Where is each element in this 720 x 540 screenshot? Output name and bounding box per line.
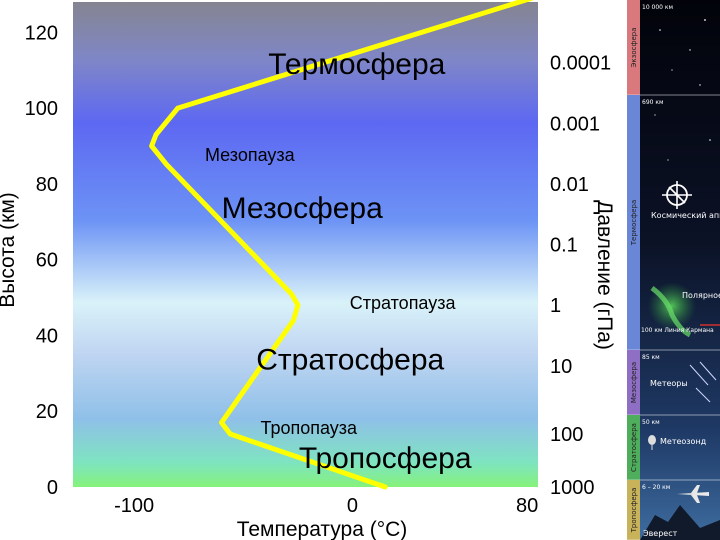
- band-altitude: 6 – 20 км: [642, 484, 670, 491]
- x-tick-label: -100: [114, 495, 154, 517]
- pressure-tick-label: 0.0001: [550, 53, 611, 75]
- weather-balloon-label: Метеозонд: [660, 437, 707, 446]
- band-strip: [627, 350, 640, 415]
- pressure-tick-label: 0.01: [550, 174, 589, 196]
- pressure-tick-label: 1: [550, 295, 561, 317]
- band-name: Тропосфера: [630, 488, 638, 534]
- x-tick-label: 80: [516, 495, 538, 517]
- pressure-tick-label: 0.1: [550, 235, 578, 257]
- band-strip: [627, 480, 640, 540]
- pressure-axis-title: Давление (гПа): [593, 200, 616, 350]
- y-tick-label: 0: [47, 477, 58, 499]
- pressure-tick-label: 100: [550, 424, 583, 446]
- pressure-tick-label: 0.001: [550, 113, 600, 135]
- x-tick-label: 0: [347, 495, 358, 517]
- layer-label: Тропосфера: [299, 442, 472, 475]
- y-tick-label: 120: [25, 22, 58, 44]
- y-axis-title: Высота (км): [0, 192, 19, 308]
- atmosphere-side-panel: Экзосфера 10 000 км Термосфера 690 км Мезосф…: [627, 0, 720, 540]
- weather-balloon-icon: [648, 435, 656, 450]
- spacecraft-label: Космический аппарат: [651, 211, 720, 220]
- pressure-tick-label: 10: [550, 356, 572, 378]
- stars: [654, 19, 711, 161]
- band-name: Стратосфера: [630, 423, 638, 472]
- karman-line-label: 100 км Линия Кармана: [641, 327, 714, 334]
- boundary-labels: Тропопауза Стратопауза Мезопауза: [205, 145, 457, 438]
- layer-label: Мезосфера: [222, 192, 384, 225]
- band-strip: [627, 415, 640, 480]
- y-tick-label: 60: [36, 250, 58, 272]
- mountain-icon: [640, 505, 720, 540]
- band-name: Экзосфера: [630, 28, 638, 68]
- boundary-label: Тропопауза: [260, 418, 358, 438]
- meteors-label: Метеоры: [650, 379, 688, 388]
- x-axis-title: Температура (°C): [237, 518, 408, 540]
- band-strip: [627, 0, 640, 95]
- layer-label: Термосфера: [268, 48, 445, 81]
- boundary-label: Мезопауза: [205, 145, 296, 165]
- everest-label: Эверест: [643, 529, 678, 538]
- x-tick-labels: -100 0 80: [114, 495, 538, 517]
- y-tick-labels: 0 20 40 60 80 100 120: [25, 22, 58, 499]
- layer-label: Стратосфера: [256, 344, 444, 377]
- spacecraft-icon: [662, 181, 692, 209]
- plot-background: [73, 2, 538, 487]
- aurora-label: Полярное сияние: [682, 291, 720, 300]
- y-tick-label: 80: [36, 174, 58, 196]
- band-altitude: 50 км: [642, 419, 660, 426]
- y-tick-label: 100: [25, 98, 58, 120]
- band-altitude: 690 км: [642, 99, 664, 106]
- band-name: Термосфера: [630, 200, 638, 246]
- airplane-icon: [677, 485, 709, 503]
- pressure-tick-label: 1000: [550, 477, 595, 499]
- band-altitude: 85 км: [642, 354, 660, 361]
- temperature-profile-line: [149, 0, 534, 490]
- boundary-label: Стратопауза: [350, 293, 457, 313]
- y-tick-label: 20: [36, 401, 58, 423]
- pressure-tick-labels: 1000 100 10 1 0.1 0.01 0.001 0.0001: [550, 53, 611, 499]
- band-altitude: 10 000 км: [642, 4, 673, 11]
- band-strip: [627, 95, 640, 350]
- layer-labels: Тропосфера Стратосфера Мезосфера Термосфера: [222, 48, 472, 475]
- band-name: Мезосфера: [630, 362, 638, 403]
- y-tick-label: 40: [36, 325, 58, 347]
- meteors-icon: [689, 361, 717, 403]
